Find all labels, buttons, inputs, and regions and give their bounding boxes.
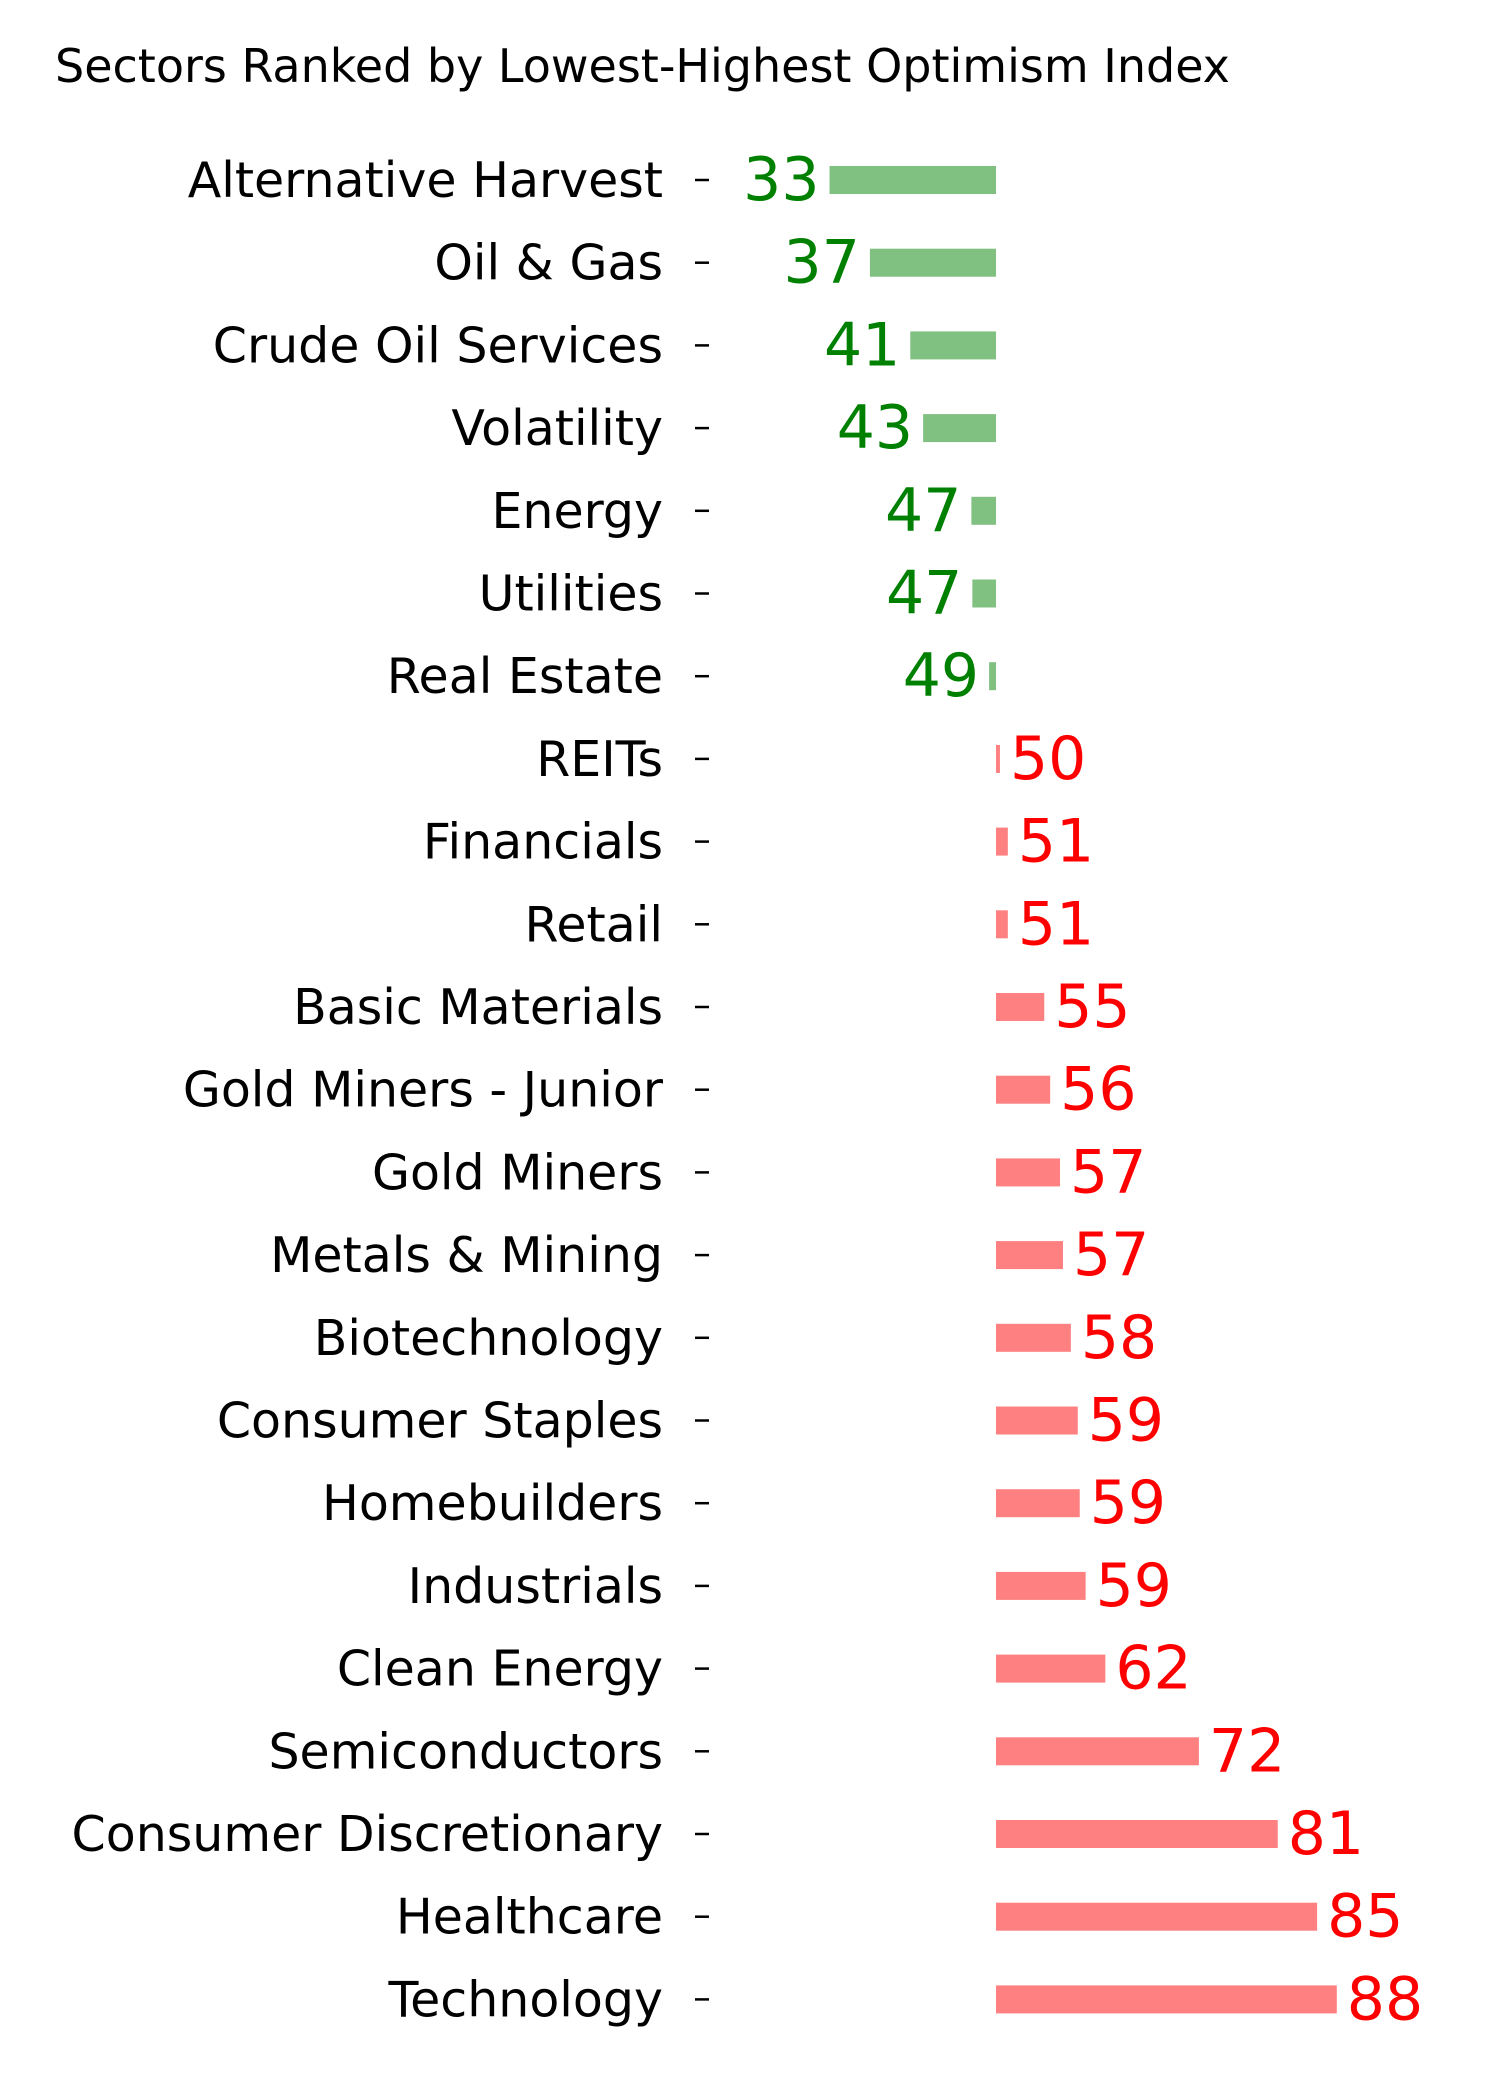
bar-real-estate bbox=[989, 662, 996, 691]
tick-label-clean-energy: Clean Energy bbox=[337, 1641, 663, 1698]
value-label-consumer-discretionary: 81 bbox=[1288, 1799, 1364, 1869]
tick-label-technology: Technology bbox=[388, 1971, 663, 2028]
value-label-real-estate: 49 bbox=[903, 641, 979, 711]
bar-alternative-harvest bbox=[829, 166, 996, 194]
value-label-crude-oil-services: 41 bbox=[824, 310, 900, 380]
tick-label-biotechnology: Biotechnology bbox=[314, 1310, 663, 1367]
bar-utilities bbox=[972, 579, 996, 608]
chart-title: Sectors Ranked by Lowest-Highest Optimis… bbox=[55, 39, 1230, 93]
value-label-utilities: 47 bbox=[886, 559, 962, 629]
value-label-homebuilders: 59 bbox=[1090, 1468, 1166, 1538]
tick-label-crude-oil-services: Crude Oil Services bbox=[213, 317, 663, 374]
tick-label-volatility: Volatility bbox=[451, 400, 663, 457]
tick-label-semiconductors: Semiconductors bbox=[268, 1723, 663, 1780]
tick-label-healthcare: Healthcare bbox=[396, 1889, 663, 1946]
bar-metals-mining bbox=[996, 1241, 1063, 1270]
tick-label-utilities: Utilities bbox=[479, 566, 663, 623]
value-label-consumer-staples: 59 bbox=[1088, 1386, 1164, 1456]
bar-industrials bbox=[996, 1571, 1086, 1600]
value-label-retail: 51 bbox=[1018, 889, 1094, 959]
tick-label-energy: Energy bbox=[491, 483, 663, 540]
tick-label-retail: Retail bbox=[525, 896, 663, 953]
bar-oil-gas bbox=[869, 248, 996, 277]
value-label-gold-miners-junior: 56 bbox=[1060, 1055, 1136, 1125]
value-label-technology: 88 bbox=[1347, 1964, 1423, 2034]
tick-label-industrials: Industrials bbox=[408, 1558, 663, 1615]
value-label-basic-materials: 55 bbox=[1054, 972, 1130, 1042]
value-label-clean-energy: 62 bbox=[1115, 1634, 1191, 1704]
value-label-volatility: 43 bbox=[837, 393, 913, 463]
bar-gold-miners bbox=[996, 1158, 1061, 1187]
tick-label-financials: Financials bbox=[423, 814, 663, 871]
bar-crude-oil-services bbox=[910, 331, 996, 360]
bar-biotechnology bbox=[996, 1323, 1071, 1352]
tick-label-alternative-harvest: Alternative Harvest bbox=[188, 152, 663, 209]
bar-semiconductors bbox=[996, 1737, 1199, 1766]
bar-technology bbox=[996, 1985, 1337, 2014]
tick-label-consumer-discretionary: Consumer Discretionary bbox=[72, 1806, 664, 1863]
value-label-industrials: 59 bbox=[1096, 1551, 1172, 1621]
bar-consumer-discretionary bbox=[996, 1820, 1278, 1848]
tick-label-consumer-staples: Consumer Staples bbox=[217, 1393, 663, 1450]
value-label-energy: 47 bbox=[885, 476, 961, 546]
value-label-oil-gas: 37 bbox=[784, 228, 860, 298]
bar-gold-miners-junior bbox=[996, 1075, 1051, 1104]
tick-label-gold-miners-junior: Gold Miners - Junior bbox=[183, 1062, 664, 1119]
tick-label-metals-mining: Metals & Mining bbox=[270, 1227, 663, 1284]
bar-energy bbox=[971, 496, 996, 525]
bar-retail bbox=[996, 910, 1008, 939]
bar-financials bbox=[996, 827, 1008, 856]
tick-label-oil-gas: Oil & Gas bbox=[434, 235, 663, 292]
bar-basic-materials bbox=[996, 993, 1045, 1021]
tick-label-homebuilders: Homebuilders bbox=[322, 1475, 663, 1532]
tick-label-reits: REITs bbox=[536, 731, 663, 788]
bar-clean-energy bbox=[996, 1654, 1106, 1683]
bar-volatility bbox=[923, 414, 996, 443]
value-label-semiconductors: 72 bbox=[1209, 1716, 1285, 1786]
bar-healthcare bbox=[996, 1902, 1318, 1931]
value-label-gold-miners: 57 bbox=[1070, 1137, 1146, 1207]
value-label-biotechnology: 58 bbox=[1081, 1303, 1157, 1373]
bar-homebuilders bbox=[996, 1489, 1080, 1518]
value-label-alternative-harvest: 33 bbox=[743, 145, 819, 215]
bar-reits bbox=[996, 744, 1000, 773]
tick-label-basic-materials: Basic Materials bbox=[293, 979, 663, 1036]
value-label-healthcare: 85 bbox=[1327, 1882, 1403, 1952]
tick-label-real-estate: Real Estate bbox=[387, 648, 663, 705]
tick-label-gold-miners: Gold Miners bbox=[372, 1144, 663, 1201]
value-label-financials: 51 bbox=[1018, 807, 1094, 877]
bar-consumer-staples bbox=[996, 1406, 1078, 1435]
value-label-metals-mining: 57 bbox=[1073, 1220, 1149, 1290]
value-label-reits: 50 bbox=[1010, 724, 1086, 794]
bar-rows: Alternative Harvest 33 Oil & Gas 37 Crude Oi… bbox=[72, 145, 1424, 2034]
